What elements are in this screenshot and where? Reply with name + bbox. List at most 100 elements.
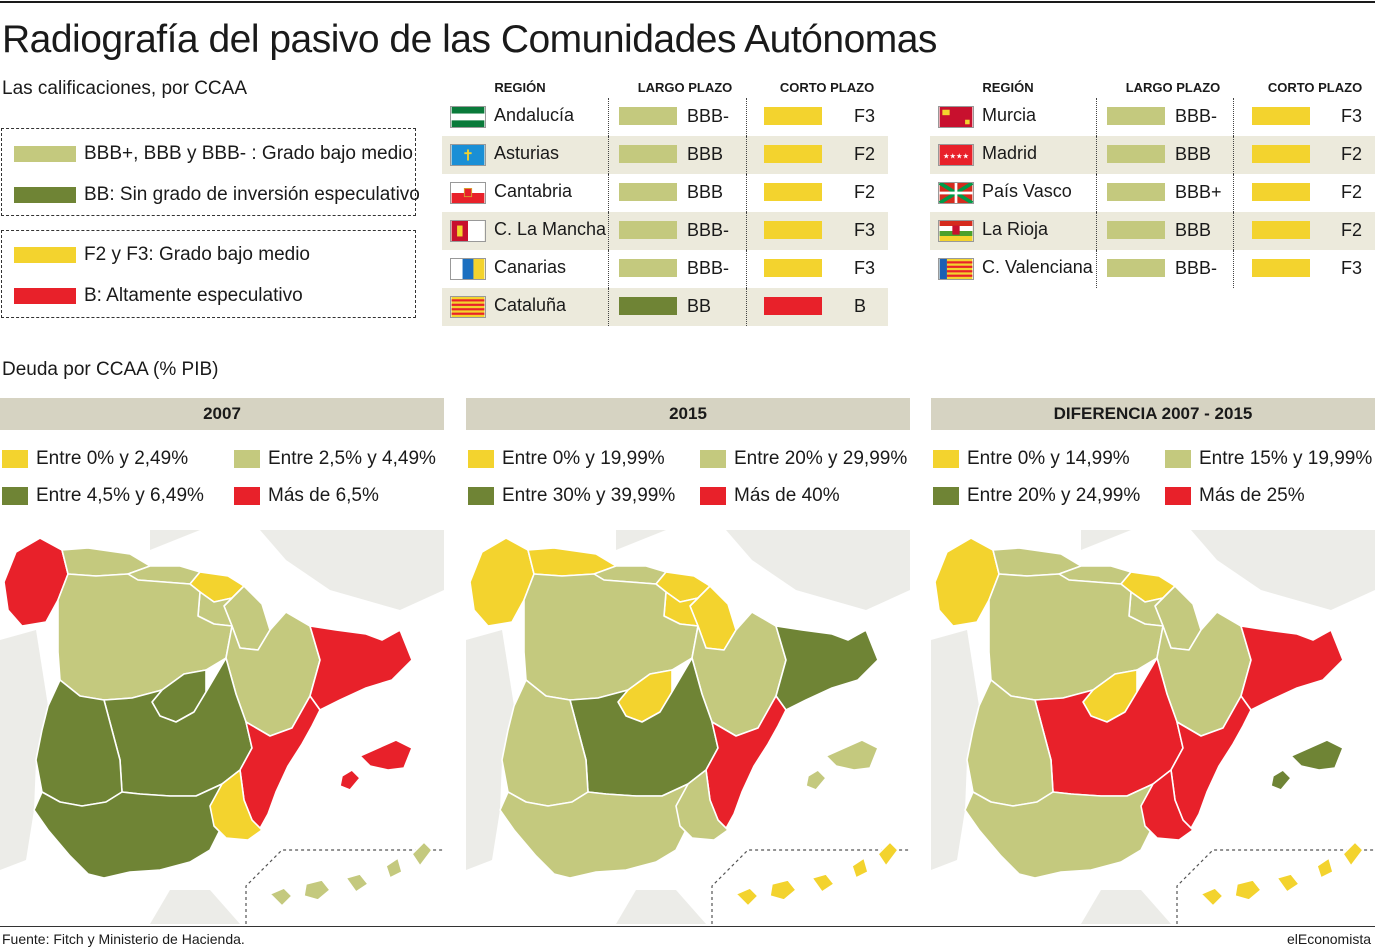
cantabria-flag-icon — [450, 182, 486, 204]
map-2015 — [466, 530, 910, 924]
short-term-rating: F3 — [854, 220, 876, 240]
map-legend-item: Entre 0% y 19,99% — [468, 447, 665, 471]
region-name: La Rioja — [982, 219, 1049, 239]
short-term-swatch — [1252, 145, 1310, 163]
rating-row: Cataluña BB B — [442, 288, 888, 326]
legend-swatch — [14, 146, 76, 162]
canarias-inset-frame — [1176, 849, 1375, 924]
legend-item-light-green: BBB+, BBB y BBB- : Grado bajo medio — [14, 142, 413, 166]
rating-row: País Vasco BBB+ F2 — [930, 174, 1375, 212]
long-term-swatch — [1107, 221, 1165, 239]
long-term-rating: BBB — [687, 144, 724, 164]
svg-text:★★★★: ★★★★ — [943, 152, 970, 161]
asturias-flag-icon — [450, 144, 486, 166]
rating-row: Andalucía BBB- F3 — [442, 98, 888, 136]
legend-swatch — [14, 187, 76, 203]
short-term-swatch — [764, 221, 822, 239]
legend-swatch — [14, 288, 76, 304]
valenciana-flag-icon — [938, 258, 974, 280]
long-term-legend: BBB+, BBB y BBB- : Grado bajo medio BB: … — [1, 128, 420, 216]
ratings-table-right: REGIÓN LARGO PLAZO CORTO PLAZO Murcia BBB- F3… — [930, 80, 1375, 288]
column-divider — [1233, 98, 1234, 136]
short-term-rating: F3 — [854, 258, 876, 278]
rating-row: Asturias BBB F2 — [442, 136, 888, 174]
map-legend-swatch — [1165, 450, 1191, 468]
short-term-rating: F2 — [1341, 220, 1363, 240]
neighbouring-land — [931, 530, 1375, 924]
canarias-flag-icon — [450, 258, 486, 280]
region-castilla-leon — [57, 573, 233, 701]
region-murcia — [1140, 769, 1194, 841]
long-term-rating: BBB — [1175, 144, 1212, 164]
map-legend-item: Entre 0% y 14,99% — [933, 447, 1130, 471]
long-term-rating: BBB- — [687, 106, 730, 126]
header-short-term: CORTO PLAZO — [1267, 80, 1363, 95]
neighbouring-land — [0, 530, 444, 924]
column-divider — [1233, 174, 1234, 212]
region-galicia — [469, 537, 535, 627]
header-short-term: CORTO PLAZO — [779, 80, 875, 95]
long-term-rating: BBB- — [687, 258, 730, 278]
short-term-rating: F3 — [1341, 106, 1363, 126]
column-divider — [608, 174, 609, 212]
map-legend-swatch — [468, 450, 494, 468]
rating-row: ★★★★ Madrid BBB F2 — [930, 136, 1375, 174]
header-long-term: LARGO PLAZO — [637, 80, 733, 95]
region-baleares — [1270, 739, 1344, 791]
rating-row: C. Valenciana BBB- F3 — [930, 250, 1375, 288]
short-term-rating: B — [854, 296, 867, 316]
short-term-rating: F2 — [854, 144, 876, 164]
brand-logo: elEconomista — [1286, 931, 1371, 947]
map-title-2007: 2007 — [0, 398, 444, 430]
legend-item-yellow: F2 y F3: Grado bajo medio — [14, 243, 310, 267]
top-rule — [0, 1, 1375, 3]
map-diferencia — [931, 530, 1375, 924]
region-name: Canarias — [494, 257, 567, 277]
long-term-rating: BBB — [687, 182, 724, 202]
castilla-la-mancha-flag-icon — [450, 220, 486, 242]
column-divider — [746, 136, 747, 174]
map-legend-item: Más de 6,5% — [234, 484, 379, 508]
neighbouring-land — [466, 530, 910, 924]
canarias-inset-frame — [711, 849, 910, 924]
source-note: Fuente: Fitch y Ministerio de Hacienda. — [2, 931, 245, 947]
map-legend-swatch — [2, 450, 28, 468]
region-canarias — [1200, 841, 1364, 907]
page-title: Radiografía del pasivo de las Comunidade… — [2, 18, 937, 61]
column-divider — [746, 288, 747, 326]
rating-row: Murcia BBB- F3 — [930, 98, 1375, 136]
map-legend-item: Entre 0% y 2,49% — [2, 447, 188, 471]
region-cataluna — [775, 625, 879, 711]
long-term-swatch — [1107, 145, 1165, 163]
long-term-rating: BBB- — [687, 220, 730, 240]
ratings-subtitle: Las calificaciones, por CCAA — [2, 78, 247, 99]
map-legend-item: Entre 20% y 24,99% — [933, 484, 1140, 508]
column-divider — [1096, 174, 1097, 212]
map-legend-swatch — [933, 450, 959, 468]
column-divider — [1096, 250, 1097, 288]
short-term-rating: F3 — [854, 106, 876, 126]
column-divider — [608, 98, 609, 136]
region-name: Asturias — [494, 143, 560, 163]
region-name: Cataluña — [494, 295, 567, 315]
column-divider — [608, 212, 609, 250]
region-name: C. Valenciana — [982, 257, 1093, 277]
region-name: Murcia — [982, 105, 1037, 125]
andalucia-flag-icon — [450, 106, 486, 128]
region-canarias — [735, 841, 899, 907]
long-term-swatch — [1107, 107, 1165, 125]
short-term-swatch — [764, 107, 822, 125]
column-divider — [608, 288, 609, 326]
legend-item-red: B: Altamente especulativo — [14, 284, 303, 308]
short-term-swatch — [1252, 221, 1310, 239]
header-region: REGIÓN — [494, 80, 546, 95]
map-legend-swatch — [234, 487, 260, 505]
footer-rule — [0, 926, 1375, 927]
region-name: Andalucía — [494, 105, 575, 125]
column-divider — [1233, 250, 1234, 288]
map-legend-item: Entre 4,5% y 6,49% — [2, 484, 204, 508]
region-name: Madrid — [982, 143, 1038, 163]
region-castilla-leon — [988, 573, 1164, 701]
long-term-swatch — [619, 221, 677, 239]
short-term-swatch — [1252, 107, 1310, 125]
